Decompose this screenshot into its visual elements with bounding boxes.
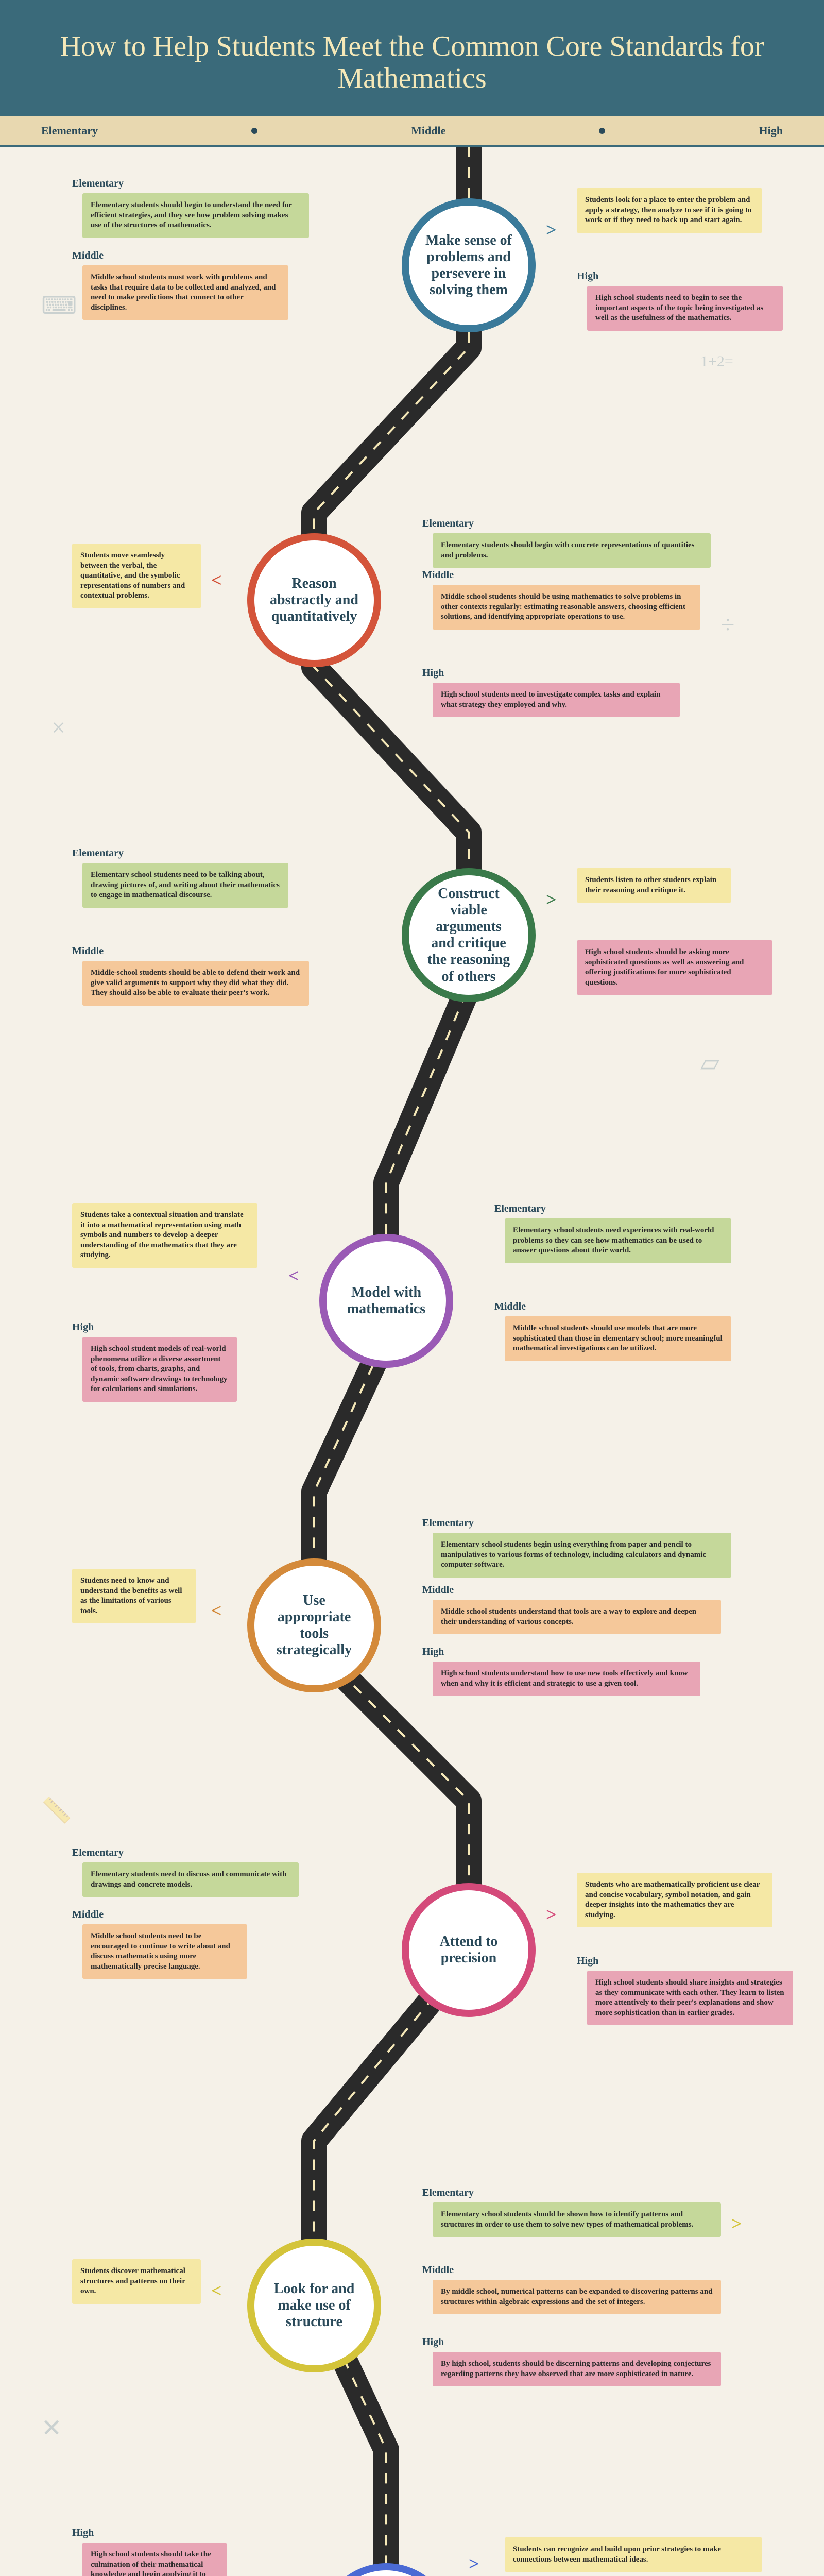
description-box: High school student models of real-world… [82,1337,237,1402]
topic-title: Construct viable arguments and critique … [424,886,513,985]
arrow-icon: < [211,2280,222,2301]
level-label: Middle [494,1301,526,1313]
topic-node: Use appropriate tools strategically [247,1558,381,1692]
description-box: Students look for a place to enter the p… [577,188,762,233]
description-box: High school students need to begin to se… [587,286,783,331]
section: Construct viable arguments and critique … [31,837,793,1172]
description-box: High school students need to investigate… [433,683,680,717]
description-box: Students who are mathematically proficie… [577,1873,772,1927]
topic-node: Look for and make use of structure [247,2239,381,2372]
section: Look for and express regularity in repea… [31,2512,793,2576]
description-box: Elementary school students need to be ta… [82,863,288,908]
arrow-icon: < [211,569,222,591]
level-label: High [422,1646,444,1658]
level-label: Elementary [72,848,124,859]
level-high: High [759,124,783,138]
arrow-icon: > [731,2213,742,2234]
section: Make sense of problems and persevere in … [31,167,793,502]
topic-title: Reason abstractly and quantitatively [270,575,358,625]
description-box: Middle school students need to be encour… [82,1924,247,1979]
arrow-icon: > [546,1904,557,1925]
header: How to Help Students Meet the Common Cor… [0,0,824,115]
description-box: Elementary students need to discuss and … [82,1862,299,1897]
description-box: Elementary school students should be sho… [433,2202,721,2237]
level-label: High [577,270,598,282]
description-box: High school students understand how to u… [433,1662,700,1696]
description-box: High school students should share insigh… [587,1971,793,2025]
infographic-container: How to Help Students Meet the Common Cor… [0,0,824,2576]
description-box: Students discover mathematical structure… [72,2259,201,2304]
dot-icon [599,128,605,134]
level-label: Middle [72,945,104,957]
level-label: High [577,1955,598,1967]
description-box: High school students should take the cul… [82,2543,227,2576]
section: Use appropriate tools strategically < Stud… [31,1507,793,1842]
level-label: Elementary [422,2187,474,2199]
description-box: Middle school students should be using m… [433,585,700,630]
description-box: Students need to know and understand the… [72,1569,196,1623]
topic-title: Attend to precision [424,1934,513,1967]
topic-title: Model with mathematics [342,1284,431,1317]
topic-node: Attend to precision [402,1883,536,2017]
description-box: By high school, students should be disce… [433,2352,721,2386]
description-box: Elementary school students need experien… [505,1218,731,1263]
topic-title: Make sense of problems and persevere in … [424,232,513,299]
arrow-icon: < [211,1600,222,1621]
description-box: By middle school, numerical patterns can… [433,2280,721,2314]
level-elementary: Elementary [41,124,98,138]
arrow-icon: < [288,1265,299,1286]
description-box: Middle school students must work with pr… [82,265,288,320]
description-box: Students listen to other students explai… [577,868,731,903]
section: Model with mathematics < Students take a c… [31,1172,793,1507]
topic-node: Construct viable arguments and critique … [402,868,536,1002]
level-label: Elementary [72,1847,124,1859]
description-box: Elementary students should begin with co… [433,533,711,568]
level-label: Middle [72,1909,104,1921]
level-label: Middle [422,2264,454,2276]
level-label: Middle [422,1584,454,1596]
topic-node: Look for and express regularity in repea… [319,2563,453,2576]
section: Reason abstractly and quantitatively < Stu… [31,502,793,837]
level-label: Elementary [422,518,474,530]
level-label: High [72,2527,94,2539]
description-box: High school students should be asking mo… [577,940,772,995]
description-box: Elementary school students begin using e… [433,1533,731,1578]
dot-icon [251,128,258,134]
level-label: High [72,1321,94,1333]
level-label: Middle [72,250,104,262]
content-area: ⌨ + ÷ × π % ▱ − 1+2= 📏 ✕ Make sense of p… [0,147,824,2576]
level-bar: Elementary Middle High [0,115,824,147]
level-label: High [422,667,444,679]
page-title: How to Help Students Meet the Common Cor… [21,31,803,94]
topic-title: Use appropriate tools strategically [270,1592,358,1659]
level-label: Elementary [422,1517,474,1529]
level-label: Middle [422,569,454,581]
description-box: Students move seamlessly between the ver… [72,544,201,608]
description-box: Students can recognize and build upon pr… [505,2537,762,2572]
section: Look for and make use of structure < Stude… [31,2177,793,2512]
description-box: Middle-school students should be able to… [82,961,309,1006]
description-box: Middle school students should use models… [505,1316,731,1361]
topic-node: Model with mathematics [319,1234,453,1368]
section: Attend to precision Elementary Elementary … [31,1842,793,2177]
description-box: Elementary students should begin to unde… [82,193,309,238]
arrow-icon: > [546,889,557,910]
arrow-icon: > [469,2553,479,2574]
topic-node: Make sense of problems and persevere in … [402,198,536,332]
level-label: High [422,2336,444,2348]
level-label: Elementary [494,1203,546,1215]
level-label: Elementary [72,178,124,190]
level-middle: Middle [411,124,445,138]
arrow-icon: > [546,219,557,241]
description-box: Students take a contextual situation and… [72,1203,258,1268]
topic-title: Look for and make use of structure [270,2281,358,2331]
topic-node: Reason abstractly and quantitatively [247,533,381,667]
description-box: Middle school students understand that t… [433,1600,721,1634]
